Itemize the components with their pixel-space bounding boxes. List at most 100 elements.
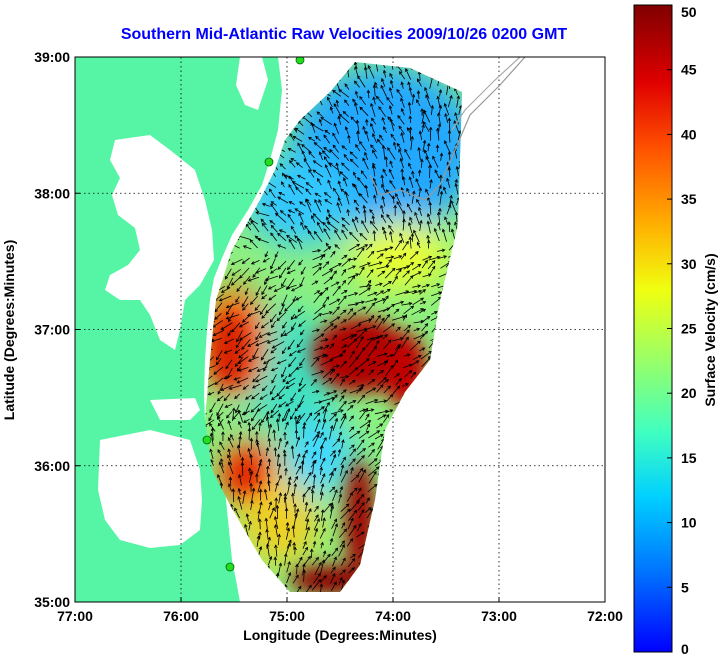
velocity-arrow-head [325,344,330,349]
velocity-arrow-head [360,531,365,535]
velocity-arrow-head [329,148,333,153]
velocity-arrow [404,290,417,294]
velocity-arrow-head [312,160,317,164]
velocity-arrow [257,366,268,372]
velocity-arrow-head [387,385,391,390]
velocity-arrow [347,558,356,568]
velocity-arrow-head [260,325,265,329]
velocity-arrow-head [216,356,220,361]
velocity-arrow-head [362,157,366,162]
velocity-arrow [341,558,346,566]
velocity-arrow [319,483,324,495]
velocity-arrow [329,263,342,270]
velocity-arrow [323,228,331,240]
velocity-arrow [261,412,269,423]
velocity-arrow [366,325,376,330]
velocity-arrow-head [230,433,234,438]
velocity-arrow-head [410,232,415,237]
velocity-arrow [422,256,432,261]
velocity-arrow-head [390,365,394,369]
velocity-arrow [217,449,222,457]
velocity-arrow [332,438,340,447]
velocity-arrow [228,462,234,475]
velocity-arrow [368,466,380,477]
southern-yellow-region [240,475,320,565]
velocity-arrow [368,262,383,267]
velocity-arrow-head [360,335,364,340]
velocity-arrow [296,564,298,575]
velocity-arrow-head [279,163,284,167]
velocity-arrow [339,486,343,494]
velocity-arrow-head [354,367,359,371]
velocity-arrow [277,196,289,204]
velocity-arrow-head [252,274,256,278]
velocity-arrow-head [258,480,263,485]
velocity-arrow [232,408,235,422]
velocity-arrow-head [326,392,331,396]
velocity-arrow-head [454,211,459,216]
velocity-arrow-head [309,548,314,553]
velocity-arrow-head [237,409,242,414]
velocity-arrow [368,458,378,467]
velocity-arrow [312,254,324,261]
velocity-arrow-head [406,270,410,274]
velocity-arrow [295,436,300,447]
velocity-arrow-head [352,458,356,462]
velocity-arrow-head [381,183,385,188]
velocity-arrow [360,170,368,179]
velocity-arrow-head [312,213,317,217]
velocity-arrow-head [220,289,225,293]
velocity-arrow-head [358,192,363,197]
velocity-arrow [265,447,269,457]
velocity-arrow [296,415,301,423]
velocity-arrow-head [321,559,326,564]
velocity-arrow [270,409,280,418]
velocity-arrow-head [291,525,296,529]
velocity-arrow [250,402,262,413]
velocity-arrow [389,169,395,180]
velocity-arrow-head [316,328,320,332]
velocity-arrow-head [408,222,412,226]
velocity-arrow-head [329,106,334,111]
velocity-arrow-head [316,434,320,438]
velocity-arrow-head [283,431,287,436]
velocity-arrow-head [261,419,265,424]
velocity-arrow-head [347,258,352,262]
velocity-arrow [245,287,249,295]
velocity-arrow [313,573,321,584]
velocity-arrow [255,268,267,274]
velocity-arrow-head [317,418,321,423]
velocity-arrow [280,210,287,216]
velocity-arrow-head [287,481,292,486]
velocity-arrow [305,585,312,592]
velocity-arrow [370,103,376,117]
velocity-arrow-head [304,225,308,229]
velocity-arrow-head [424,149,428,154]
velocity-arrow [314,528,318,537]
velocity-arrow-head [353,338,358,342]
velocity-arrow [419,220,422,232]
velocity-arrow [316,111,323,117]
velocity-arrow [238,409,244,423]
velocity-arrow-head [407,81,411,86]
velocity-arrow-head [207,392,212,396]
velocity-arrow [294,310,306,319]
velocity-arrow [347,308,354,315]
velocity-arrow-head [420,308,424,312]
velocity-arrow-head [322,457,326,462]
velocity-arrow [402,329,410,339]
velocity-arrow [314,346,323,351]
velocity-arrow [350,553,356,559]
velocity-arrow-head [316,518,320,522]
velocity-arrow-head [408,301,413,306]
velocity-arrow-head [231,282,235,286]
velocity-arrow-head [406,329,410,333]
velocity-arrow-head [396,200,400,205]
velocity-arrow [273,430,276,441]
velocity-arrow-head [438,104,443,109]
velocity-arrow [324,199,333,205]
velocity-arrow-head [375,95,380,100]
velocity-arrow-head [318,266,322,271]
velocity-arrow-head [456,95,460,100]
velocity-arrow [320,458,326,468]
